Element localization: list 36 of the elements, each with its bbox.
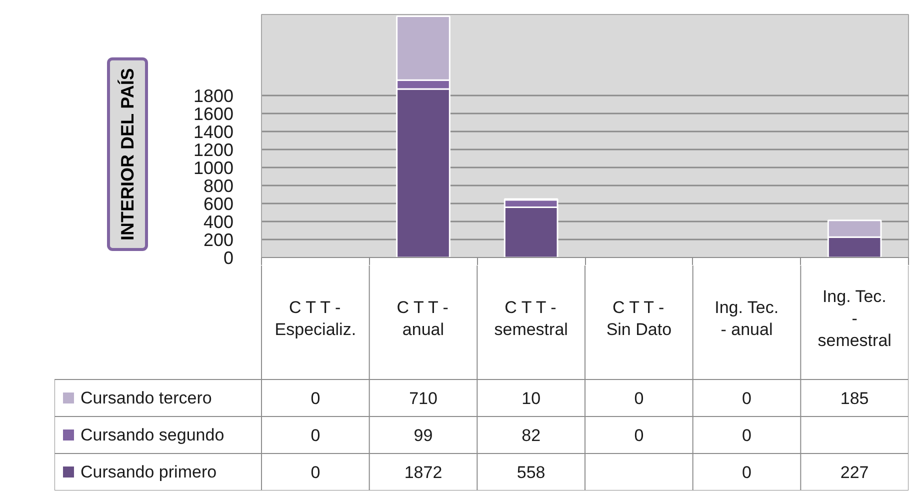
data-label: 10: [522, 389, 541, 408]
data-label: 0: [742, 463, 752, 482]
data-label: 1872: [404, 463, 442, 482]
y-tick-label: 1600: [193, 104, 234, 124]
data-label: 0: [742, 426, 752, 445]
data-label: 227: [840, 463, 869, 482]
data-label: 185: [840, 389, 869, 408]
data-label: 82: [522, 426, 541, 445]
data-label: 710: [409, 389, 438, 408]
x-tick-label: C T T - Sin Dato: [606, 298, 672, 339]
y-tick-label: 1000: [193, 158, 234, 178]
data-label: 558: [516, 463, 546, 482]
y-tick-label: 800: [203, 176, 234, 196]
x-tick-label: C T T - anual: [396, 298, 448, 339]
data-label: 99: [414, 426, 433, 445]
data-label: 0: [310, 426, 320, 445]
legend-label: Cursando segundo: [80, 426, 224, 444]
x-tick-label: Ing. Tec. - anual: [714, 298, 779, 339]
x-tick-label: C T T - semestral: [494, 298, 568, 339]
y-tick-label: 1200: [193, 140, 234, 160]
y-tick-label: 1400: [193, 122, 234, 142]
y-tick-label: 400: [203, 212, 234, 232]
y-tick-label: 600: [203, 194, 234, 214]
data-label: 0: [634, 389, 644, 408]
y-axis-title: INTERIOR DEL PAÍS: [118, 68, 138, 240]
data-label: 0: [742, 389, 752, 408]
legend-label: Cursando tercero: [80, 388, 212, 408]
data-label: 0: [634, 426, 644, 445]
legend-label: Cursando primero: [80, 462, 217, 482]
y-tick-label: 0: [223, 248, 234, 268]
y-tick-label: 1800: [193, 86, 234, 106]
x-tick-label: Ing. Tec. - semestral: [818, 287, 892, 350]
x-tick-label: C T T - Especializ.: [274, 298, 356, 339]
data-label: 0: [310, 463, 320, 482]
data-label: 0: [310, 389, 320, 408]
y-tick-label: 200: [203, 230, 234, 250]
